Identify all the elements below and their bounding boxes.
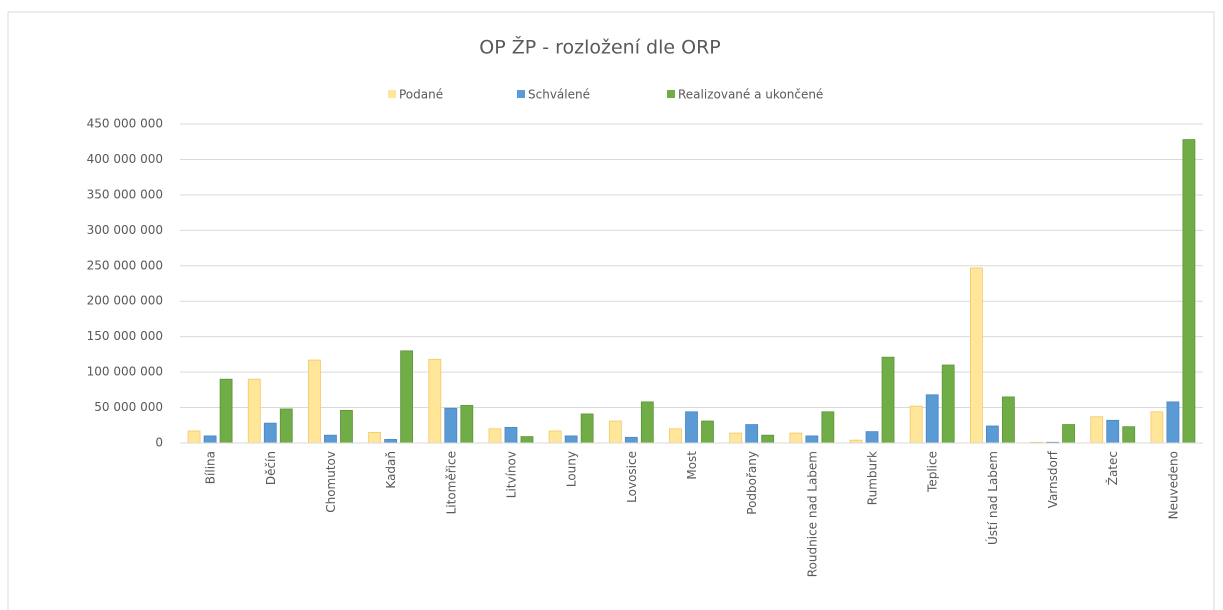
bar	[504, 427, 518, 444]
bar	[745, 424, 759, 444]
bar	[1062, 424, 1075, 444]
bar	[1166, 401, 1180, 444]
bar	[1090, 416, 1104, 444]
legend-label: Realizované a ukončené	[678, 88, 823, 102]
x-tick-label: Teplice	[926, 451, 940, 493]
legend-label: Schválené	[528, 88, 590, 102]
bar	[925, 394, 939, 444]
y-tick-label: 200 000 000	[87, 294, 163, 308]
chart-border	[7, 11, 1215, 610]
bar	[729, 432, 743, 444]
bar	[669, 428, 682, 444]
bar	[428, 358, 442, 444]
x-tick-label: Roudnice nad Labem	[805, 451, 819, 577]
bar	[219, 378, 233, 444]
bar	[685, 411, 698, 444]
bar	[368, 431, 382, 444]
bar	[969, 267, 983, 444]
bar	[340, 409, 353, 444]
x-tick-label: Děčín	[264, 451, 278, 485]
x-tick-label: Litoměřice	[444, 451, 458, 514]
bar	[444, 407, 458, 444]
bar	[985, 425, 999, 444]
bar	[865, 431, 879, 444]
y-tick-label: 350 000 000	[87, 187, 163, 201]
bar	[1001, 396, 1015, 444]
y-tick-label: 100 000 000	[87, 365, 163, 379]
x-tick-label: Most	[685, 451, 699, 480]
bar	[279, 408, 293, 444]
bar	[1150, 411, 1164, 444]
bar	[400, 350, 414, 444]
bar	[460, 405, 474, 444]
x-tick-label: Neuvedeno	[1166, 451, 1180, 519]
y-tick-label: 300 000 000	[87, 223, 163, 237]
bar	[520, 436, 534, 444]
x-tick-label: Varnsdorf	[1046, 450, 1060, 508]
x-tick-label: Bílina	[204, 451, 218, 484]
y-tick-label: 150 000 000	[87, 329, 163, 343]
x-tick-label: Ústí nad Labem	[985, 451, 1000, 545]
x-tick-label: Louny	[565, 451, 579, 487]
x-tick-label: Žatec	[1105, 451, 1120, 485]
bar	[247, 378, 261, 444]
bar	[203, 435, 217, 444]
bar	[187, 430, 201, 444]
bar	[624, 436, 638, 444]
x-tick-label: Lovosice	[625, 451, 639, 503]
chart-title: OP ŽP - rozložení dle ORP	[479, 36, 720, 59]
y-tick-label: 0	[155, 436, 163, 450]
bar	[640, 401, 654, 444]
bar	[308, 359, 321, 444]
bar	[263, 422, 277, 444]
bar	[701, 420, 714, 444]
bar	[909, 405, 923, 444]
bar	[789, 432, 803, 444]
bar	[1182, 139, 1196, 444]
legend-swatch	[517, 90, 525, 98]
bar	[821, 411, 835, 444]
y-tick-label: 50 000 000	[94, 400, 163, 414]
y-tick-label: 400 000 000	[87, 152, 163, 166]
y-tick-label: 450 000 000	[87, 117, 163, 131]
x-tick-label: Chomutov	[324, 451, 338, 513]
bar	[1122, 426, 1136, 444]
legend-swatch	[667, 90, 675, 98]
legend-label: Podané	[399, 88, 443, 102]
bar	[805, 435, 819, 444]
y-tick-label: 250 000 000	[87, 258, 163, 272]
bar	[761, 434, 775, 444]
bar	[1106, 419, 1120, 444]
bar	[941, 364, 955, 444]
bar	[324, 434, 337, 444]
x-tick-label: Podbořany	[745, 451, 759, 515]
x-tick-label: Litvínov	[504, 451, 518, 498]
bar	[548, 430, 562, 444]
x-tick-label: Rumburk	[866, 451, 880, 505]
bar	[384, 439, 398, 444]
bar	[881, 356, 895, 444]
bar	[488, 428, 502, 444]
x-tick-label: Kadaň	[384, 451, 398, 489]
bar	[608, 420, 622, 444]
legend-swatch	[388, 90, 396, 98]
bar	[564, 435, 578, 444]
bar	[580, 413, 594, 444]
